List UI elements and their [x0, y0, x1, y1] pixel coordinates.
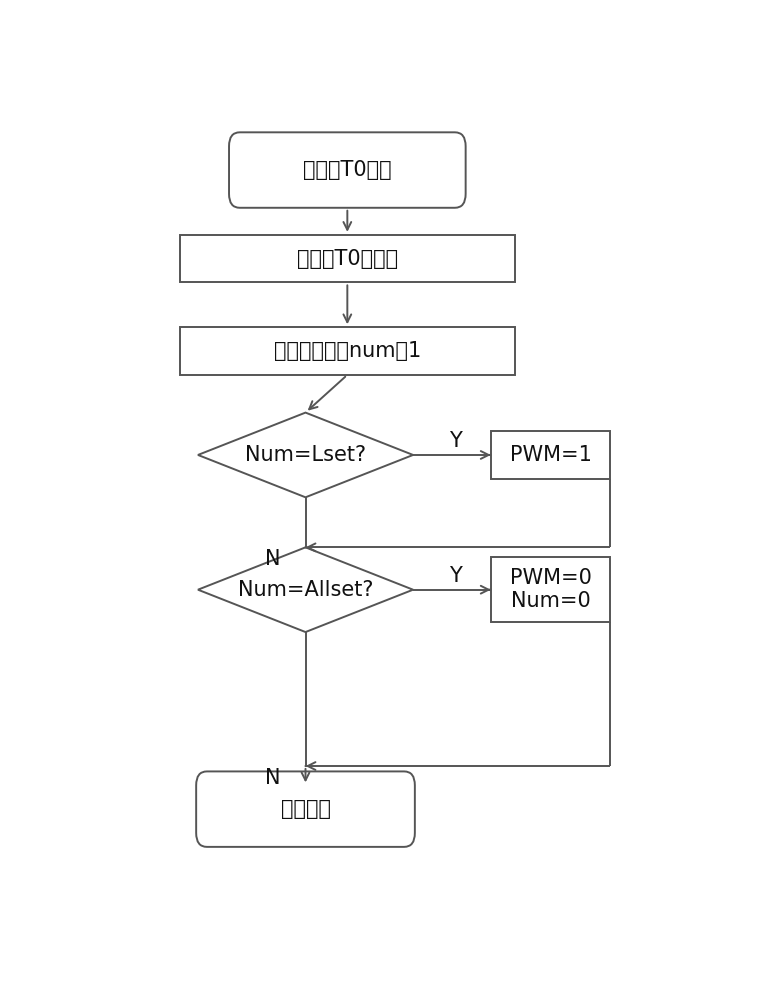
- Polygon shape: [198, 547, 413, 632]
- Text: 定时中断次数num加1: 定时中断次数num加1: [274, 341, 421, 361]
- Text: Y: Y: [449, 566, 463, 586]
- Bar: [180, 235, 514, 282]
- Text: 定时器T0赋初值: 定时器T0赋初值: [297, 249, 398, 269]
- Text: Num=Lset?: Num=Lset?: [245, 445, 366, 465]
- Text: PWM=1: PWM=1: [510, 445, 591, 465]
- FancyBboxPatch shape: [229, 132, 466, 208]
- Polygon shape: [198, 413, 413, 497]
- Bar: [491, 557, 611, 622]
- Text: N: N: [265, 549, 281, 569]
- Text: Num=Allset?: Num=Allset?: [237, 580, 373, 600]
- Text: N: N: [265, 768, 281, 788]
- Text: 中断返回: 中断返回: [281, 799, 331, 819]
- Text: Y: Y: [449, 431, 463, 451]
- Bar: [180, 327, 514, 375]
- Bar: [491, 431, 611, 479]
- FancyBboxPatch shape: [196, 771, 415, 847]
- Text: PWM=0
Num=0: PWM=0 Num=0: [510, 568, 591, 611]
- Text: 定时器T0中断: 定时器T0中断: [303, 160, 392, 180]
